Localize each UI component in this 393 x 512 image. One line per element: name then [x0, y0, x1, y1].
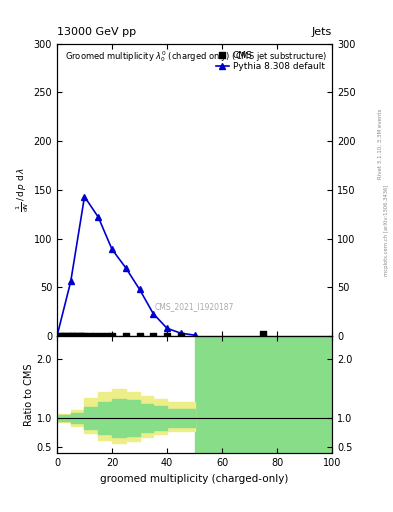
Text: 13000 GeV pp: 13000 GeV pp — [57, 27, 136, 37]
Line: Pythia 8.308 default: Pythia 8.308 default — [54, 194, 197, 339]
CMS — [260, 330, 266, 338]
CMS — [136, 332, 143, 340]
CMS — [123, 332, 129, 340]
Legend: CMS, Pythia 8.308 default: CMS, Pythia 8.308 default — [213, 48, 328, 74]
CMS — [164, 332, 170, 340]
CMS — [79, 332, 85, 340]
CMS — [109, 332, 115, 340]
Text: Rivet 3.1.10, 3.3M events: Rivet 3.1.10, 3.3M events — [378, 108, 383, 179]
Pythia 8.308 default — [68, 279, 73, 285]
Pythia 8.308 default — [96, 214, 101, 220]
Pythia 8.308 default — [110, 246, 114, 252]
Pythia 8.308 default — [165, 325, 169, 331]
CMS — [73, 332, 79, 340]
CMS — [81, 332, 88, 340]
Y-axis label: $\frac{1}{\mathrm{d}N}\,/\,\mathrm{d}\,p\;\mathrm{d}\,\lambda$: $\frac{1}{\mathrm{d}N}\,/\,\mathrm{d}\,p… — [14, 167, 31, 212]
CMS — [57, 332, 63, 340]
CMS — [178, 332, 184, 340]
CMS — [65, 332, 71, 340]
CMS — [62, 332, 68, 340]
CMS — [103, 332, 110, 340]
Text: Jets: Jets — [312, 27, 332, 37]
Pythia 8.308 default — [137, 286, 142, 292]
X-axis label: groomed multiplicity (charged-only): groomed multiplicity (charged-only) — [100, 474, 289, 483]
Text: mcplots.cern.ch [arXiv:1306.3436]: mcplots.cern.ch [arXiv:1306.3436] — [384, 185, 389, 276]
Pythia 8.308 default — [151, 311, 156, 317]
CMS — [76, 332, 82, 340]
Text: Groomed multiplicity $\lambda_0^0$ (charged only) (CMS jet substructure): Groomed multiplicity $\lambda_0^0$ (char… — [65, 49, 327, 65]
Pythia 8.308 default — [178, 330, 183, 336]
Pythia 8.308 default — [82, 194, 87, 200]
CMS — [70, 332, 77, 340]
Pythia 8.308 default — [192, 332, 197, 338]
CMS — [68, 332, 74, 340]
CMS — [59, 332, 66, 340]
CMS — [87, 332, 93, 340]
CMS — [98, 332, 104, 340]
CMS — [150, 332, 156, 340]
Pythia 8.308 default — [123, 265, 128, 271]
Pythia 8.308 default — [55, 333, 59, 339]
CMS — [92, 332, 99, 340]
Y-axis label: Ratio to CMS: Ratio to CMS — [24, 364, 34, 426]
Text: CMS_2021_I1920187: CMS_2021_I1920187 — [155, 302, 234, 311]
